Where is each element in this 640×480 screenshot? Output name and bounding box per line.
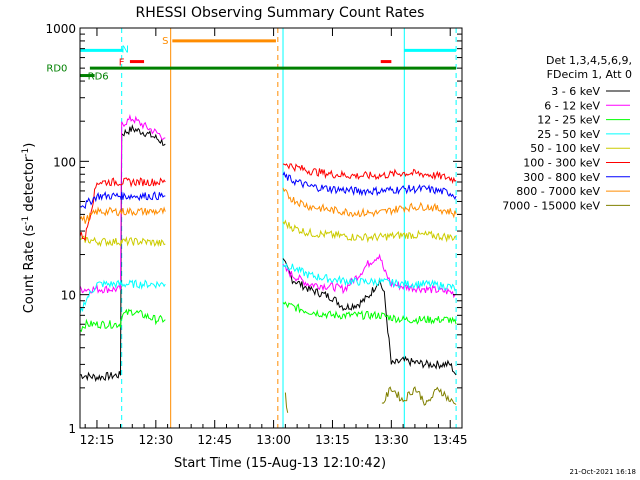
y-axis-label-end: ) — [22, 143, 37, 148]
chart-title: RHESSI Observing Summary Count Rates — [136, 5, 425, 21]
series-2-segment-1 — [282, 301, 457, 325]
legend-label-1: 6 - 12 keV — [544, 99, 600, 112]
y-tick-label-1: 10 — [61, 289, 76, 303]
y-axis-label-sup1: -1 — [21, 216, 31, 225]
series-4-segment-1 — [282, 219, 457, 244]
series-8-segment-1 — [381, 386, 457, 406]
series-4-segment-0 — [80, 235, 166, 248]
series-3-segment-1 — [282, 262, 457, 292]
status-bar-label-5: RD0 — [46, 64, 67, 75]
legend-label-0: 3 - 6 keV — [551, 85, 600, 98]
x-tick-label-1: 12:30 — [139, 433, 174, 447]
legend-label-7: 800 - 7000 keV — [516, 185, 600, 198]
legend-label-8: 7000 - 15000 keV — [502, 199, 600, 212]
x-axis-label: Start Time (15-Aug-13 12:10:42) — [174, 456, 386, 471]
status-bar-label-2: S — [162, 36, 168, 47]
series-0-segment-1 — [282, 258, 457, 376]
status-bar-label-6: RD6 — [88, 72, 109, 83]
legend-label-6: 300 - 800 keV — [523, 171, 600, 184]
x-tick-label-5: 13:30 — [374, 433, 409, 447]
y-axis-label: Count Rate (s-1 detector-1) — [21, 143, 37, 314]
status-bar-label-1: F — [119, 58, 125, 69]
legend-label-2: 12 - 25 keV — [537, 114, 600, 127]
plot-area: NF S RD0 RD6 — [46, 28, 457, 428]
series-6-segment-1 — [282, 171, 457, 200]
series-7-segment-1 — [282, 187, 457, 219]
y-tick-label-0: 1 — [68, 422, 76, 436]
legend-header-line2: FDecim 1, Att 0 — [547, 68, 632, 81]
y-axis-ticks: 1 10 100 1000 — [45, 22, 462, 436]
legend-label-4: 50 - 100 keV — [530, 142, 600, 155]
series-5-segment-1 — [282, 163, 457, 184]
series-8-segment-0 — [284, 392, 289, 413]
x-axis-ticks: 12:15 12:30 12:45 13:00 13:15 13:30 13:45 — [80, 28, 468, 447]
y-axis-label-sup2: -1 — [21, 148, 31, 157]
y-tick-label-2: 100 — [53, 155, 76, 169]
attenuator-bars: NF S RD0 RD6 — [46, 36, 457, 83]
x-tick-label-3: 13:00 — [256, 433, 291, 447]
legend-label-5: 100 - 300 keV — [523, 157, 600, 170]
series-5-segment-0 — [79, 177, 166, 242]
x-tick-label-0: 12:15 — [80, 433, 115, 447]
series-0-segment-0 — [79, 123, 166, 383]
series-7-segment-0 — [79, 206, 166, 224]
x-tick-label-4: 13:15 — [315, 433, 350, 447]
y-axis-label-mid: detector — [22, 156, 37, 216]
x-tick-label-6: 13:45 — [433, 433, 468, 447]
status-bar-label-0: N — [121, 45, 128, 56]
y-tick-label-3: 1000 — [45, 22, 76, 36]
legend-header-line1: Det 1,3,4,5,6,9, — [546, 54, 632, 67]
series-6-segment-0 — [79, 191, 166, 210]
series-1-segment-1 — [282, 253, 457, 299]
timestamp: 21-Oct-2021 16:18 — [570, 468, 636, 476]
legend-label-3: 25 - 50 keV — [537, 128, 600, 141]
x-tick-label-2: 12:45 — [197, 433, 232, 447]
series-lines — [79, 113, 457, 413]
series-2-segment-0 — [79, 308, 166, 333]
y-axis-label-main: Count Rate (s — [22, 225, 37, 314]
series-3-segment-0 — [79, 279, 166, 315]
plot-frame — [79, 27, 463, 429]
